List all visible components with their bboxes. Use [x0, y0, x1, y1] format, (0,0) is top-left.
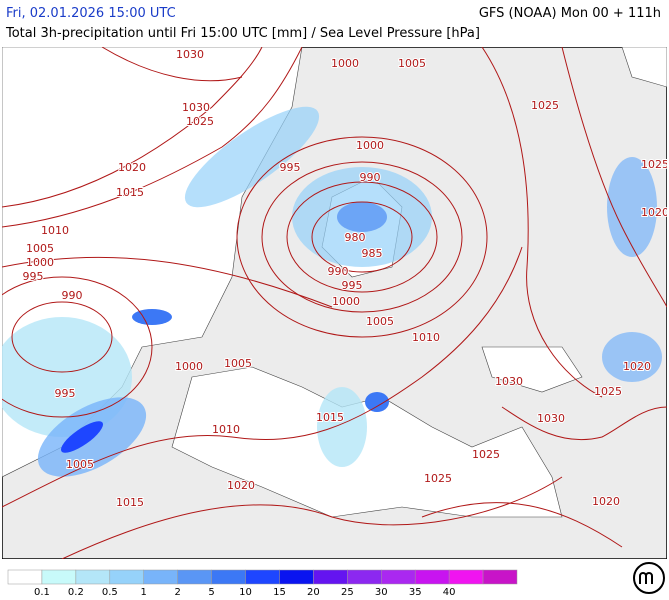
- isobar-label: 1020: [227, 479, 255, 492]
- legend-label: 0.1: [34, 587, 50, 598]
- legend-label: 20: [307, 587, 320, 598]
- isobar-label: 1000: [331, 57, 359, 70]
- legend-swatch: [279, 569, 314, 585]
- legend-swatch: [482, 569, 518, 585]
- isobar-label: 1010: [412, 331, 440, 344]
- isobar-label: 980: [345, 231, 366, 244]
- logo: [633, 562, 665, 594]
- legend-label: 25: [341, 587, 354, 598]
- legend-swatch: [245, 569, 280, 585]
- isobar-label: 1005: [224, 357, 252, 370]
- legend-label: 35: [409, 587, 422, 598]
- isobar-label: 1025: [641, 158, 667, 171]
- legend-swatch: [177, 569, 212, 585]
- legend-swatch: [41, 569, 77, 585]
- legend-swatch: [7, 569, 43, 585]
- isobar-label: 1030: [537, 412, 565, 425]
- model-run: GFS (NOAA) Mon 00 + 111h: [478, 6, 661, 21]
- isobar-label: 1025: [424, 472, 452, 485]
- isobar-label: 1030: [176, 48, 204, 61]
- isobar-label: 990: [360, 171, 381, 184]
- isobar-label: 1025: [186, 115, 214, 128]
- datetime: Fri, 02.01.2026 15:00 UTC: [6, 6, 176, 21]
- isobar-label: 1000: [175, 360, 203, 373]
- isobar-label: 1000: [332, 295, 360, 308]
- isobar-label: 1020: [623, 360, 651, 373]
- legend-label: 0.2: [68, 587, 84, 598]
- legend-swatch: [313, 569, 348, 585]
- legend-label: 40: [443, 587, 456, 598]
- legend-swatch: [211, 569, 246, 585]
- isobar-label: 1025: [594, 385, 622, 398]
- isobar-label: 1025: [531, 99, 559, 112]
- isobar-label: 1030: [495, 375, 523, 388]
- legend-label: 5: [208, 587, 214, 598]
- legend-swatch: [414, 569, 450, 585]
- legend-label: 30: [375, 587, 388, 598]
- legend-swatch: [448, 569, 484, 585]
- legend-swatch: [347, 569, 382, 585]
- isobar-label: 995: [280, 161, 301, 174]
- isobar-label: 1000: [26, 256, 54, 269]
- legend-label: 0.5: [102, 587, 118, 598]
- isobar-label: 990: [328, 265, 349, 278]
- legend-label: 10: [239, 587, 252, 598]
- legend: 0.1 0.2 0.5 1 2 5 10 15 20 25 30 35 40: [7, 562, 665, 598]
- legend-label: 15: [273, 587, 286, 598]
- legend-swatch: [75, 569, 111, 585]
- isobar-label: 1005: [66, 458, 94, 471]
- precipitation: [2, 106, 662, 477]
- legend-label: 1: [141, 587, 147, 598]
- subtitle: Total 3h-precipitation until Fri 15:00 U…: [6, 26, 480, 41]
- isobar-label: 995: [23, 270, 44, 283]
- isobar-label: 1020: [592, 495, 620, 508]
- isobar-label: 1010: [41, 224, 69, 237]
- isobar-label: 1020: [118, 161, 146, 174]
- isobar-label: 990: [62, 289, 83, 302]
- isobar-label: 1005: [26, 242, 54, 255]
- legend-swatch: [381, 569, 416, 585]
- isobar-label: 1000: [356, 139, 384, 152]
- isobar-label: 1030: [182, 101, 210, 114]
- isobars: [2, 47, 667, 559]
- legend-swatch: [143, 569, 178, 585]
- isobar-label: 1015: [316, 411, 344, 424]
- isobar-label: 995: [342, 279, 363, 292]
- isobar-label: 1015: [116, 186, 144, 199]
- isobar-label: 995: [55, 387, 76, 400]
- isobar-label: 1015: [116, 496, 144, 509]
- legend-label: 2: [174, 587, 180, 598]
- isobar-label: 985: [362, 247, 383, 260]
- legend-swatch: [109, 569, 144, 585]
- isobar-label: 1020: [641, 206, 667, 219]
- isobar-label: 1005: [366, 315, 394, 328]
- isobar-label: 1025: [472, 448, 500, 461]
- isobar-label: 1010: [212, 423, 240, 436]
- isobar-label: 1005: [398, 57, 426, 70]
